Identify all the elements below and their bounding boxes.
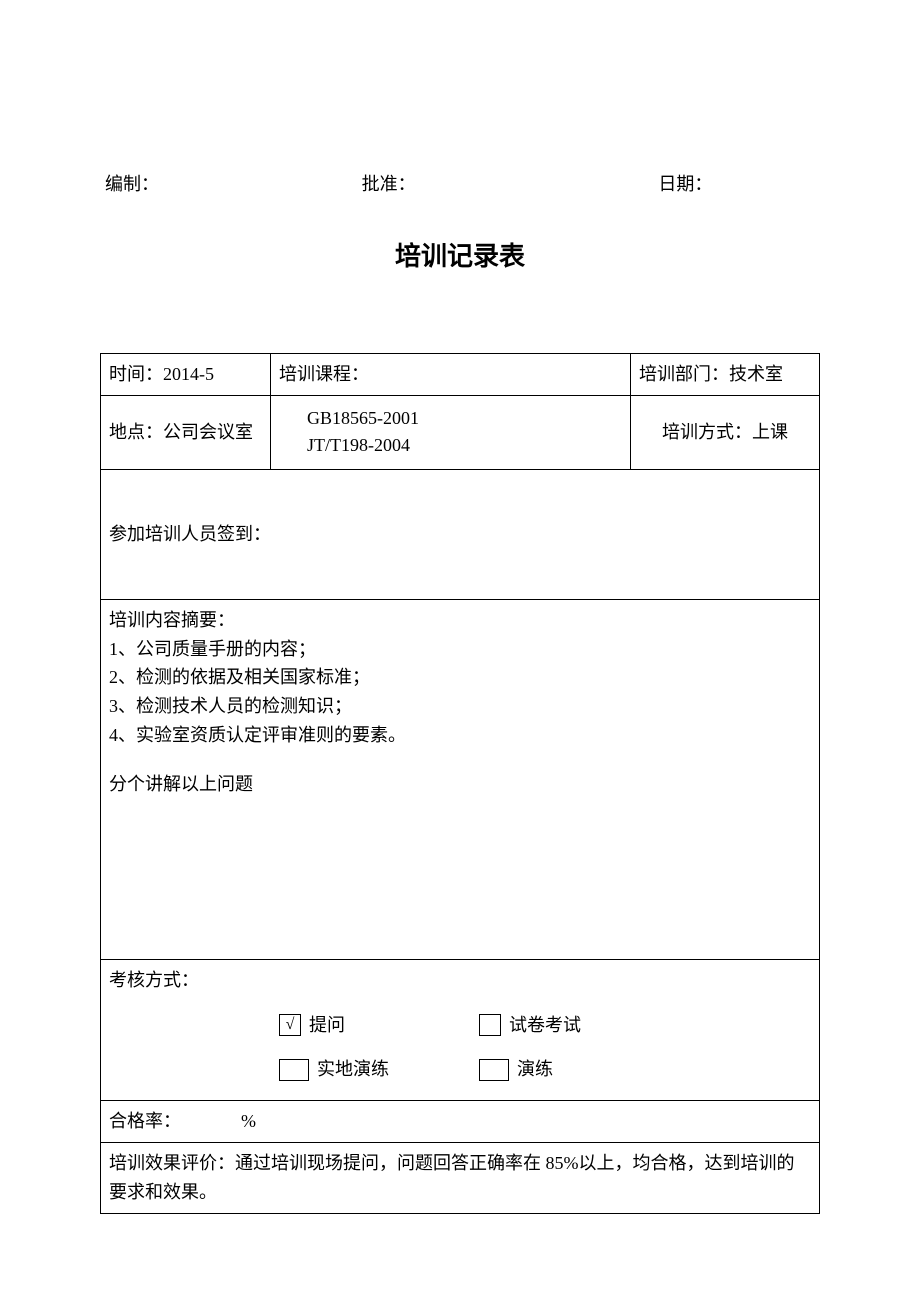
course-label: 培训课程： [279,364,369,384]
place-value: 公司会议室 [163,422,253,442]
method-value: 上课 [752,422,788,442]
checkbox-group-question: √ 提问 [279,1011,479,1040]
summary-item2: 2、检测的依据及相关国家标准； [109,663,811,692]
cell-eval: 培训效果评价：通过培训现场提问，问题回答正确率在 85%以上，均合格，达到培训的… [101,1142,820,1213]
cell-summary: 培训内容摘要： 1、公司质量手册的内容； 2、检测的依据及相关国家标准； 3、检… [101,599,820,959]
label-field: 实地演练 [317,1055,389,1084]
cell-course-content: GB18565-2001 JT/T198-2004 [271,395,631,469]
time-label: 时间： [109,364,163,384]
course-line1: GB18565-2001 [307,405,622,432]
cell-place: 地点：公司会议室 [101,395,271,469]
summary-label: 培训内容摘要： [109,606,811,635]
pass-label: 合格率： [109,1107,181,1136]
signin-label: 参加培训人员签到： [109,524,271,544]
label-question: 提问 [309,1011,345,1040]
percent-symbol: % [241,1107,256,1136]
table-row-header2: 地点：公司会议室 GB18565-2001 JT/T198-2004 培训方式：… [101,395,820,469]
cell-dept: 培训部门：技术室 [631,354,820,396]
checkbox-group-exam: 试卷考试 [479,1011,679,1040]
label-exam: 试卷考试 [509,1011,581,1040]
summary-footer: 分个讲解以上问题 [109,770,811,799]
summary-item3: 3、检测技术人员的检测知识； [109,692,811,721]
dept-label: 培训部门： [639,364,729,384]
training-record-table: 时间：2014-5 培训课程： 培训部门：技术室 地点：公司会议室 GB1856… [100,353,820,1214]
table-row-summary: 培训内容摘要： 1、公司质量手册的内容； 2、检测的依据及相关国家标准； 3、检… [101,599,820,959]
place-label: 地点： [109,422,163,442]
cell-signin: 参加培训人员签到： [101,469,820,599]
course-line2: JT/T198-2004 [307,432,622,459]
checkbox-row-2: 实地演练 演练 [109,1055,811,1084]
table-row-header1: 时间：2014-5 培训课程： 培训部门：技术室 [101,354,820,396]
eval-text: 培训效果评价：通过培训现场提问，问题回答正确率在 85%以上，均合格，达到培训的… [109,1153,795,1202]
table-row-passrate: 合格率： % [101,1101,820,1143]
checkbox-group-drill: 演练 [479,1055,679,1084]
checkbox-exam[interactable] [479,1014,501,1036]
checkbox-question[interactable]: √ [279,1014,301,1036]
checkbox-field[interactable] [279,1059,309,1081]
checkbox-row-1: √ 提问 试卷考试 [109,1011,811,1040]
approve-label: 批准： [262,170,519,196]
summary-item1: 1、公司质量手册的内容； [109,635,811,664]
table-row-exam: 考核方式： √ 提问 试卷考试 实地演练 演练 [101,959,820,1100]
exam-label: 考核方式： [109,966,811,995]
header-row: 编制： 批准： 日期： [100,170,820,196]
cell-course-label: 培训课程： [271,354,631,396]
dept-value: 技术室 [729,364,783,384]
date-label: 日期： [518,170,815,196]
cell-exam: 考核方式： √ 提问 试卷考试 实地演练 演练 [101,959,820,1100]
method-label: 培训方式： [662,422,752,442]
page-title: 培训记录表 [100,236,820,273]
prepare-label: 编制： [105,170,262,196]
checkbox-group-field: 实地演练 [279,1055,479,1084]
table-row-signin: 参加培训人员签到： [101,469,820,599]
summary-item4: 4、实验室资质认定评审准则的要素。 [109,721,811,750]
checkbox-drill[interactable] [479,1059,509,1081]
cell-passrate: 合格率： % [101,1101,820,1143]
time-value: 2014-5 [163,364,214,384]
cell-time: 时间：2014-5 [101,354,271,396]
cell-method: 培训方式：上课 [631,395,820,469]
label-drill: 演练 [517,1055,553,1084]
table-row-eval: 培训效果评价：通过培训现场提问，问题回答正确率在 85%以上，均合格，达到培训的… [101,1142,820,1213]
